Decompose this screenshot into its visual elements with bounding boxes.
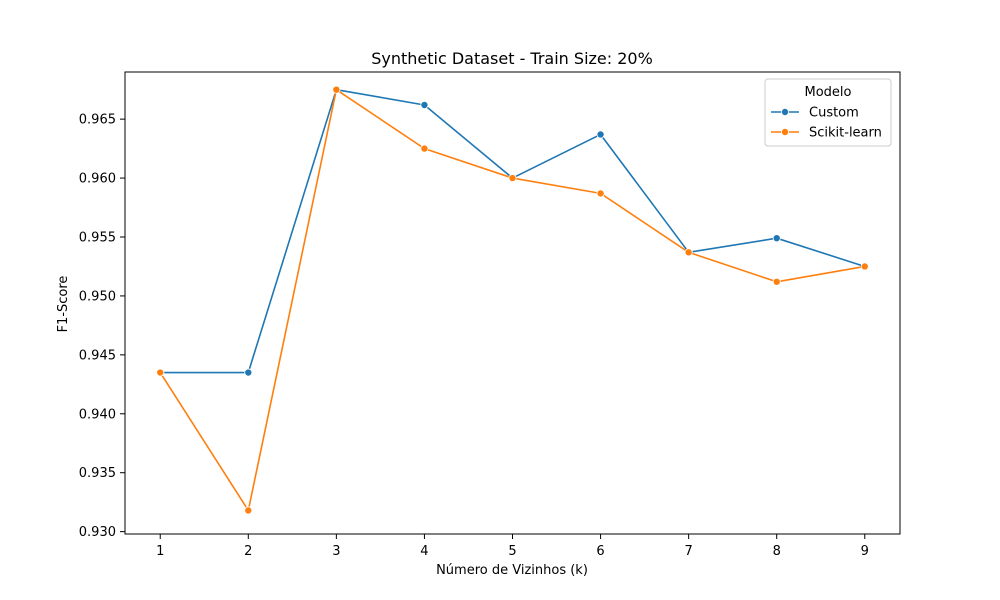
x-tick-label: 2 — [244, 544, 252, 559]
x-tick-label: 7 — [684, 544, 692, 559]
data-point — [508, 174, 517, 183]
chart-title: Synthetic Dataset - Train Size: 20% — [371, 49, 653, 68]
x-tick-label: 4 — [420, 544, 428, 559]
x-tick-label: 9 — [861, 544, 869, 559]
data-point — [596, 130, 605, 139]
y-tick-label: 0.960 — [79, 172, 116, 187]
y-tick-label: 0.940 — [79, 407, 116, 422]
legend-title: Modelo — [805, 85, 852, 100]
data-point — [244, 368, 253, 377]
y-tick-label: 0.965 — [79, 113, 116, 128]
x-tick-label: 8 — [773, 544, 781, 559]
legend-box — [764, 78, 892, 147]
x-tick-label: 1 — [156, 544, 164, 559]
data-point — [244, 506, 253, 515]
legend-swatch-marker — [781, 108, 790, 117]
y-tick-label: 0.950 — [79, 289, 116, 304]
y-tick-label: 0.955 — [79, 231, 116, 246]
series-scikit-learn — [156, 85, 869, 515]
y-tick-label: 0.930 — [79, 525, 116, 540]
y-axis-label: F1-Score — [56, 276, 71, 333]
y-tick-label: 0.945 — [79, 348, 116, 363]
y-tick-label: 0.935 — [79, 466, 116, 481]
data-point — [420, 144, 429, 153]
series-layer — [156, 85, 869, 515]
legend: Modelo Custom Scikit-learn — [764, 78, 892, 147]
x-tick-label: 6 — [596, 544, 604, 559]
data-point — [772, 277, 781, 286]
legend-label: Scikit-learn — [809, 126, 882, 141]
x-axis: 1 2 3 4 5 6 7 8 9 — [156, 534, 869, 559]
legend-entry: Scikit-learn — [771, 126, 882, 141]
x-axis-label: Número de Vizinhos (k) — [436, 563, 588, 578]
data-point — [596, 189, 605, 198]
legend-entries: Custom Scikit-learn — [771, 106, 882, 141]
data-point — [420, 101, 429, 110]
data-point — [684, 248, 693, 257]
data-point — [772, 234, 781, 243]
x-tick-label: 5 — [508, 544, 516, 559]
legend-swatch-marker — [781, 127, 790, 136]
y-axis: 0.930 0.935 0.940 0.945 0.950 0.955 0.960 0.965 — [79, 113, 125, 540]
x-tick-label: 3 — [332, 544, 340, 559]
legend-entry: Custom — [771, 106, 859, 121]
data-point — [332, 85, 341, 94]
data-point — [156, 368, 165, 377]
data-point — [860, 262, 869, 271]
legend-label: Custom — [809, 106, 859, 121]
